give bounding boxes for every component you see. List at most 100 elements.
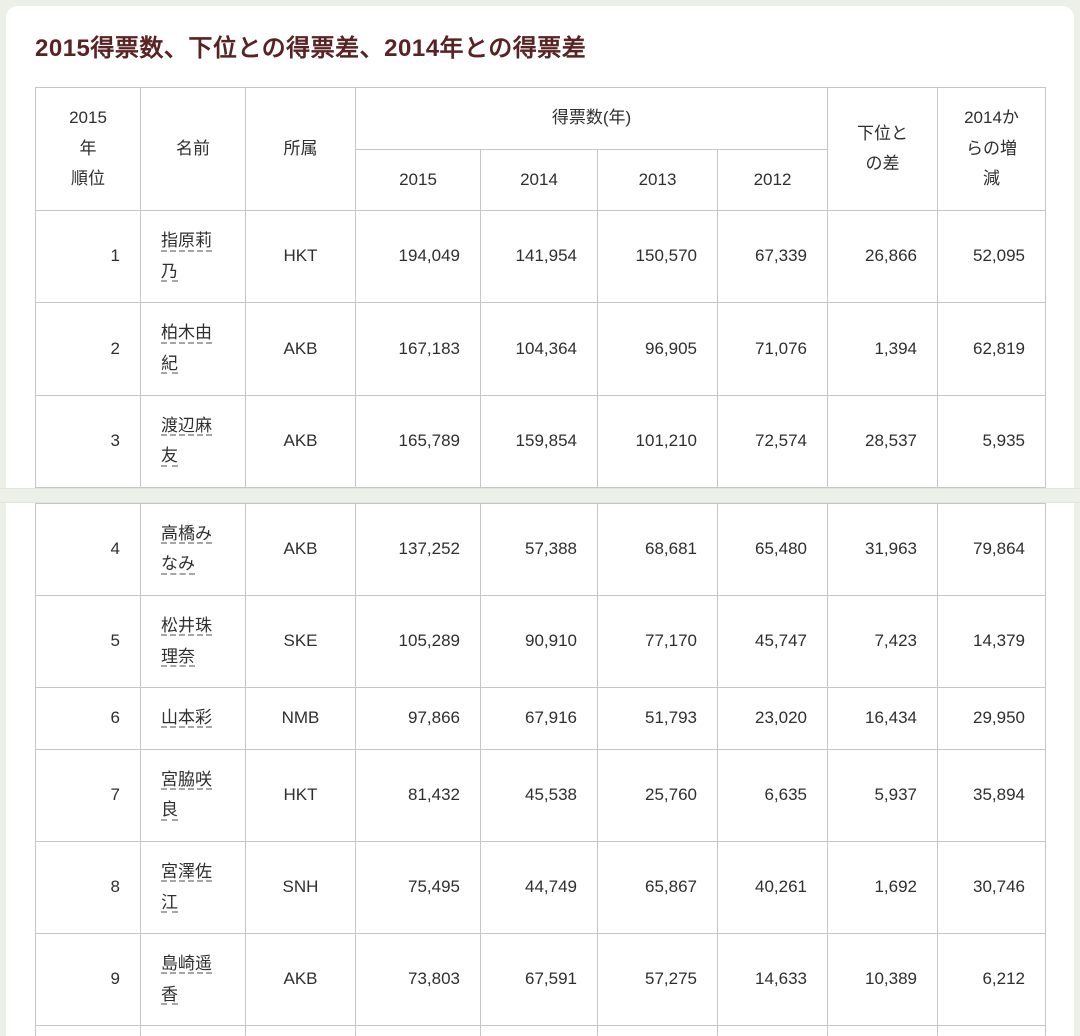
table-row-cropped <box>35 1025 1046 1036</box>
change-2014-cell: 29,950 <box>937 687 1046 750</box>
votes-2014-cell: 57,388 <box>480 502 598 596</box>
votes-2015-cell: 194,049 <box>355 210 481 304</box>
member-link[interactable]: 山本彩 <box>161 708 212 728</box>
member-link[interactable]: 柏木由 紀 <box>161 323 212 373</box>
header-row-1: 2015 年 順位 名前 所属 得票数(年) 下位と の差 2014か らの増 … <box>35 86 1047 212</box>
group-cell: HKT <box>245 210 356 304</box>
rank-cell: 1 <box>35 210 141 304</box>
table-row: 8 宮澤佐 江 SNH 75,495 44,749 65,867 40,261 … <box>35 840 1046 935</box>
rank-cell: 7 <box>35 748 141 842</box>
group-cell: AKB <box>245 933 356 1027</box>
votes-2015-cell: 97,866 <box>355 687 481 750</box>
change-2014-cell: 79,864 <box>937 502 1046 596</box>
table-row: 2 柏木由 紀 AKB 167,183 104,364 96,905 71,07… <box>35 302 1047 396</box>
member-link[interactable]: 高橋み なみ <box>161 523 212 574</box>
diff-lower-cell: 28,537 <box>827 394 939 488</box>
group-cell: HKT <box>245 748 356 842</box>
header-row-2: 2015 2014 2013 2012 <box>36 148 1046 212</box>
member-link[interactable]: 指原莉 乃 <box>161 231 212 281</box>
page-title: 2015得票数、下位との得票差、2014年との得票差 <box>35 35 587 62</box>
votes-2014-cell: 141,954 <box>480 210 598 304</box>
change-2014-cell: 14,379 <box>937 594 1046 689</box>
votes-2014-cell: 104,364 <box>480 302 598 396</box>
votes-2014-cell: 159,854 <box>480 394 598 488</box>
header-year-2013: 2013 <box>597 148 718 212</box>
header-votes-group: 得票数(年) <box>354 87 829 150</box>
change-2014-cell: 30,746 <box>937 840 1046 935</box>
header-year-2012: 2012 <box>716 148 829 212</box>
votes-2015-cell: 167,183 <box>355 302 481 396</box>
votes-2015-cell: 75,495 <box>355 840 481 935</box>
diff-lower-cell: 1,692 <box>827 840 938 935</box>
name-cell: 指原莉 乃 <box>140 210 246 304</box>
diff-lower-cell: 26,866 <box>827 210 939 304</box>
group-cell: AKB <box>245 302 356 396</box>
change-2014-cell: 62,819 <box>937 302 1047 396</box>
rank-cell: 5 <box>35 594 141 689</box>
change-2014-cell: 52,095 <box>937 210 1047 304</box>
votes-2014-cell: 45,538 <box>480 748 598 842</box>
header-year-2014: 2014 <box>480 148 598 212</box>
member-link[interactable]: 島崎遥 香 <box>161 954 212 1004</box>
name-cell: 宮澤佐 江 <box>140 840 246 935</box>
votes-2013-cell: 77,170 <box>597 594 718 689</box>
votes-2015-cell: 105,289 <box>355 594 481 689</box>
name-cell: 松井珠 理奈 <box>140 594 246 689</box>
votes-2012-cell: 65,480 <box>717 502 828 596</box>
group-cell: SKE <box>245 594 356 689</box>
header-change-2014: 2014か らの増 減 <box>937 86 1047 212</box>
votes-2014-cell: 90,910 <box>480 594 598 689</box>
votes-2014-cell: 67,591 <box>480 933 598 1027</box>
diff-lower-cell: 5,937 <box>827 748 938 842</box>
votes-2012-cell: 14,633 <box>717 933 828 1027</box>
diff-lower-cell: 1,394 <box>827 302 939 396</box>
votes-2012-cell: 71,076 <box>716 302 829 396</box>
name-cell: 島崎遥 香 <box>140 933 246 1027</box>
header-rank: 2015 年 順位 <box>35 86 141 212</box>
votes-2015-cell: 81,432 <box>355 748 481 842</box>
table-row: 5 松井珠 理奈 SKE 105,289 90,910 77,170 45,74… <box>35 594 1046 689</box>
group-cell: AKB <box>245 502 356 596</box>
votes-2012-cell: 67,339 <box>716 210 829 304</box>
votes-2012-cell: 45,747 <box>717 594 828 689</box>
table-row: 4 高橋み なみ AKB 137,252 57,388 68,681 65,48… <box>35 502 1046 596</box>
group-cell: NMB <box>245 687 356 750</box>
name-cell: 宮脇咲 良 <box>140 748 246 842</box>
name-cell: 柏木由 紀 <box>140 302 246 396</box>
votes-2012-cell: 23,020 <box>717 687 828 750</box>
votes-2015-cell: 165,789 <box>355 394 481 488</box>
name-cell: 高橋み なみ <box>140 502 246 596</box>
votes-2013-cell: 68,681 <box>597 502 718 596</box>
votes-2014-cell: 67,916 <box>480 687 598 750</box>
rank-cell: 9 <box>35 933 141 1027</box>
member-link[interactable]: 宮澤佐 江 <box>161 861 212 912</box>
group-cell: AKB <box>245 394 356 488</box>
votes-2015-cell: 137,252 <box>355 502 481 596</box>
member-link[interactable]: 松井珠 理奈 <box>161 615 212 666</box>
header-name: 名前 <box>140 86 246 212</box>
diff-lower-cell: 10,389 <box>827 933 938 1027</box>
votes-2013-cell: 96,905 <box>597 302 718 396</box>
screenshot-seam <box>0 487 1080 503</box>
change-2014-cell: 5,935 <box>937 394 1047 488</box>
votes-2012-cell: 72,574 <box>716 394 829 488</box>
votes-2013-cell: 150,570 <box>597 210 718 304</box>
name-cell: 渡辺麻 友 <box>140 394 246 488</box>
votes-table-upper: 2015 年 順位 名前 所属 得票数(年) 下位と の差 2014か らの増 … <box>35 86 1047 488</box>
table-row: 3 渡辺麻 友 AKB 165,789 159,854 101,210 72,5… <box>35 394 1047 488</box>
rank-cell: 3 <box>35 394 141 488</box>
votes-2015-cell: 73,803 <box>355 933 481 1027</box>
member-link[interactable]: 宮脇咲 良 <box>161 769 212 820</box>
votes-2014-cell: 44,749 <box>480 840 598 935</box>
change-2014-cell: 6,212 <box>937 933 1046 1027</box>
member-link[interactable]: 渡辺麻 友 <box>161 415 212 466</box>
table-row: 9 島崎遥 香 AKB 73,803 67,591 57,275 14,633 … <box>35 933 1046 1027</box>
table-row: 1 指原莉 乃 HKT 194,049 141,954 150,570 67,3… <box>35 210 1047 304</box>
votes-2013-cell: 65,867 <box>597 840 718 935</box>
diff-lower-cell: 7,423 <box>827 594 938 689</box>
rank-cell: 8 <box>35 840 141 935</box>
rank-cell: 2 <box>35 302 141 396</box>
header-year-2015: 2015 <box>355 148 481 212</box>
votes-2013-cell: 57,275 <box>597 933 718 1027</box>
rank-cell: 4 <box>35 502 141 596</box>
